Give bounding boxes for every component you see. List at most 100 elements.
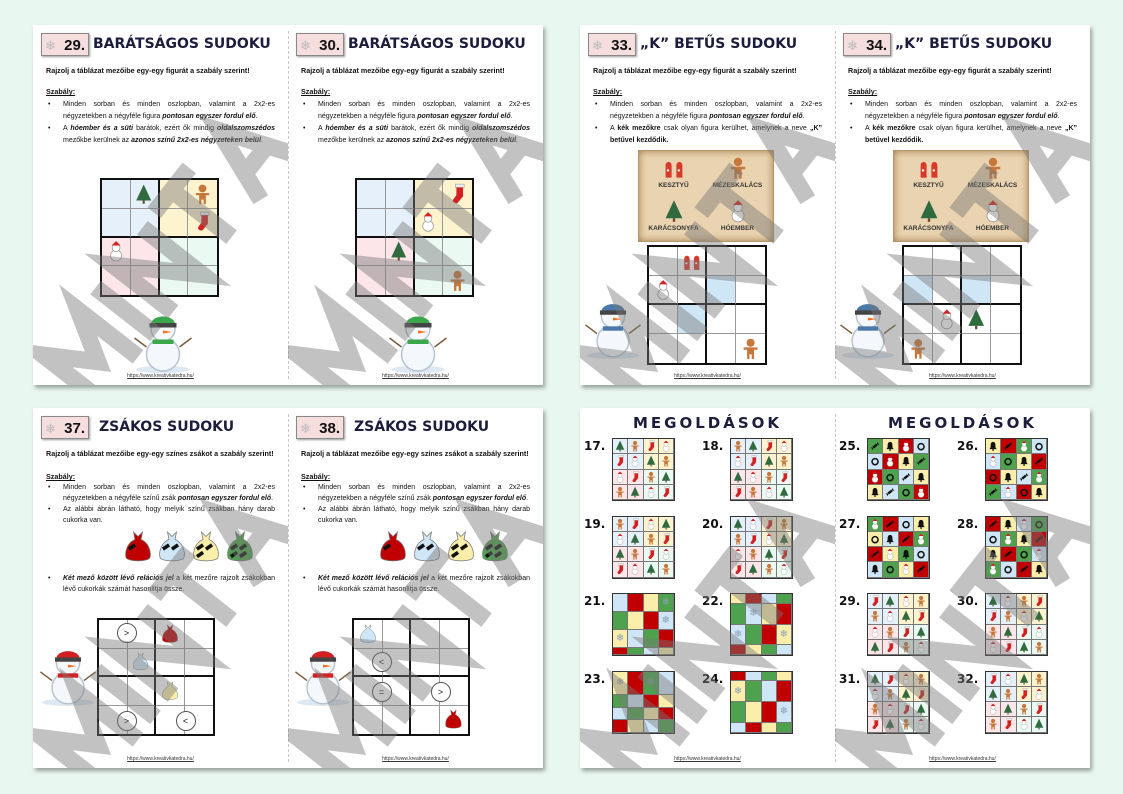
grid-cell[interactable] [357, 208, 386, 238]
grid-cell[interactable] [184, 649, 213, 677]
grid-cell[interactable] [678, 334, 707, 363]
grid-cell[interactable] [678, 247, 707, 276]
grid-cell[interactable] [962, 334, 991, 363]
figure-name-legend: KESZTYŰ MÉZESKALÁCS KARÁCSONYFA HÓEMBER [893, 150, 1029, 242]
grid-cell[interactable] [707, 305, 736, 334]
grid-cell[interactable] [156, 677, 185, 706]
grid-cell[interactable] [962, 247, 991, 276]
grid-cell[interactable] [385, 180, 415, 209]
grid-cell[interactable] [184, 677, 213, 706]
grid-cell[interactable] [414, 237, 444, 267]
grid-cell[interactable] [439, 620, 468, 649]
grid-cell[interactable] [127, 620, 156, 649]
grid-cell[interactable] [159, 237, 189, 267]
website-link[interactable]: https://www.kreativkatedra.hu/ [382, 373, 449, 379]
grid-cell[interactable] [904, 305, 933, 334]
grid-cell[interactable] [188, 208, 217, 238]
grid-cell[interactable] [130, 208, 160, 238]
grid-cell[interactable] [99, 648, 128, 677]
grid-cell[interactable] [736, 305, 765, 334]
grid-cell[interactable] [414, 180, 444, 209]
grid-cell[interactable] [991, 276, 1020, 305]
website-link[interactable]: https://www.kreativkatedra.hu/ [674, 373, 741, 379]
grid-cell[interactable] [439, 677, 468, 706]
grid-cell[interactable] [443, 208, 472, 238]
grid-cell[interactable] [933, 334, 962, 363]
exercise-number: 37. [64, 420, 85, 437]
grid-cell[interactable] [188, 266, 217, 295]
grid-cell[interactable] [357, 237, 386, 267]
grid-cell[interactable] [102, 266, 131, 295]
grid-cell[interactable] [736, 276, 765, 305]
grid-cell[interactable] [383, 705, 411, 734]
grid-cell[interactable] [127, 648, 156, 677]
grid-cell[interactable] [933, 247, 962, 276]
grid-cell[interactable] [439, 649, 468, 677]
grid-cell[interactable] [188, 237, 217, 267]
gingerbread-icon [1032, 672, 1046, 686]
grid-cell[interactable] [962, 305, 991, 334]
grid-cell[interactable] [991, 334, 1020, 363]
grid-cell[interactable] [130, 237, 160, 267]
grid-cell[interactable] [382, 620, 411, 649]
grid-cell[interactable] [357, 266, 386, 295]
grid-cell[interactable] [707, 334, 736, 363]
grid-cell[interactable] [188, 180, 217, 209]
grid-cell[interactable] [156, 648, 185, 677]
grid-cell[interactable] [385, 208, 415, 238]
grid-cell[interactable] [354, 705, 383, 734]
grid-cell[interactable] [933, 276, 962, 305]
grid-cell[interactable] [184, 620, 213, 649]
website-link[interactable]: https://www.kreativkatedra.hu/ [127, 373, 194, 379]
grid-cell[interactable] [102, 237, 131, 267]
grid-cell[interactable] [962, 276, 991, 305]
grid-cell[interactable] [102, 208, 131, 238]
grid-cell[interactable] [127, 677, 156, 706]
grid-cell[interactable] [411, 648, 440, 677]
grid-cell[interactable] [904, 334, 933, 363]
grid-cell[interactable] [678, 305, 707, 334]
grid-cell[interactable] [933, 305, 962, 334]
grid-cell[interactable] [382, 648, 411, 677]
grid-cell[interactable] [385, 266, 415, 295]
grid-cell[interactable] [382, 677, 411, 706]
grid-cell[interactable] [128, 705, 156, 734]
grid-cell[interactable] [991, 305, 1020, 334]
grid-cell[interactable] [707, 276, 736, 305]
grid-cell[interactable] [443, 180, 472, 209]
grid-cell[interactable] [649, 247, 678, 276]
grid-cell[interactable] [736, 247, 765, 276]
grid-cell[interactable] [159, 208, 189, 238]
website-link[interactable]: https://www.kreativkatedra.hu/ [929, 373, 996, 379]
grid-cell[interactable] [904, 276, 933, 305]
grid-cell[interactable] [130, 266, 160, 295]
grid-cell[interactable] [991, 247, 1020, 276]
grid-cell[interactable] [649, 334, 678, 363]
grid-cell[interactable] [102, 180, 131, 209]
grid-cell[interactable] [414, 208, 444, 238]
grid-cell[interactable] [649, 276, 678, 305]
website-link[interactable]: https://www.kreativkatedra.hu/ [382, 756, 449, 762]
grid-cell[interactable] [411, 705, 440, 734]
grid-cell[interactable] [678, 276, 707, 305]
website-link[interactable]: https://www.kreativkatedra.hu/ [127, 756, 194, 762]
grid-cell[interactable] [414, 266, 444, 295]
grid-cell[interactable] [99, 677, 128, 706]
grid-cell[interactable] [159, 266, 189, 295]
grid-cell[interactable] [130, 180, 160, 209]
grid-cell[interactable] [440, 706, 469, 735]
grid-cell[interactable] [354, 620, 383, 649]
grid-cell[interactable] [443, 237, 472, 267]
website-link[interactable]: https://www.kreativkatedra.hu/ [674, 756, 741, 762]
grid-cell[interactable] [159, 180, 189, 209]
grid-cell[interactable] [904, 247, 933, 276]
grid-cell[interactable] [357, 180, 386, 209]
grid-cell[interactable] [707, 247, 736, 276]
website-link[interactable]: https://www.kreativkatedra.hu/ [929, 756, 996, 762]
grid-cell[interactable] [385, 237, 415, 267]
grid-cell[interactable] [649, 305, 678, 334]
grid-cell[interactable] [736, 334, 765, 363]
grid-cell[interactable] [443, 266, 472, 295]
grid-cell[interactable] [156, 620, 185, 649]
grid-cell[interactable] [411, 620, 440, 649]
